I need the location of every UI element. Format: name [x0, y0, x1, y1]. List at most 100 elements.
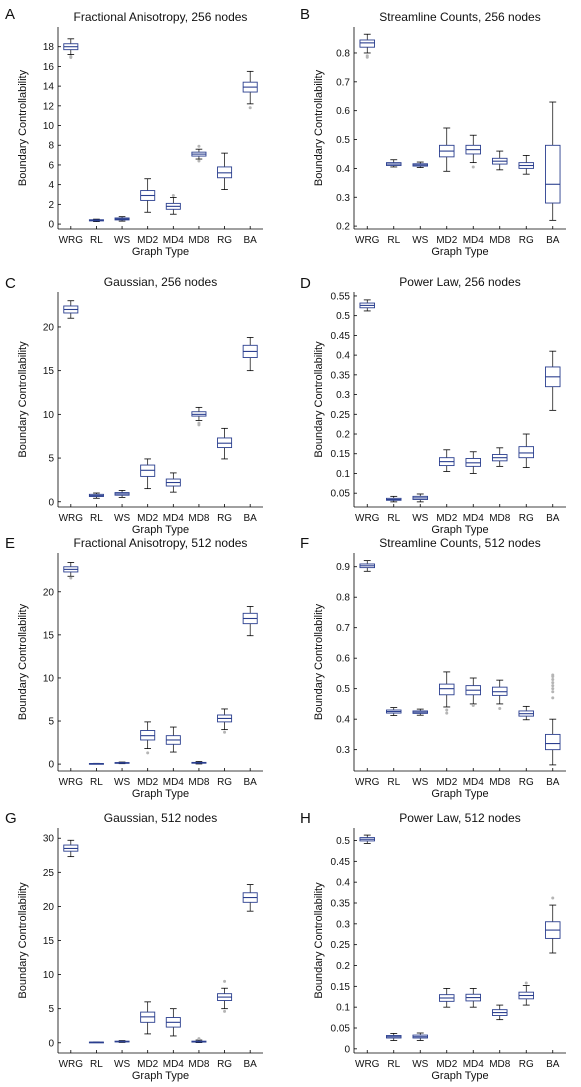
y-tick-label: 0.35: [331, 370, 351, 381]
box-ws: [412, 493, 428, 503]
y-tick-label: 12: [43, 101, 55, 112]
x-axis-label: Graph Type: [132, 1070, 189, 1082]
outlier-point: [365, 54, 369, 58]
y-tick-label: 0.45: [331, 331, 351, 342]
x-tick-label: WS: [114, 235, 130, 246]
x-tick-label: MD4: [463, 1059, 485, 1070]
y-tick-label: 20: [43, 902, 55, 913]
panel-letter: F: [300, 535, 309, 552]
box-md2: [140, 1001, 156, 1035]
box-md4: [165, 193, 181, 215]
x-tick-label: WS: [114, 1059, 130, 1070]
x-tick-label: MD4: [463, 777, 485, 788]
panel-g: G Gaussian, 512 nodes 0 5 10 15 20 25 30 WRG RL WS M…: [5, 810, 263, 1082]
y-tick-label: 0: [48, 1038, 54, 1049]
x-tick-label: MD2: [137, 777, 159, 788]
y-tick-label: 0: [48, 760, 54, 771]
y-tick-label: 14: [43, 82, 55, 93]
box-ba: [242, 337, 258, 372]
outlier-point: [471, 165, 475, 169]
iqr-box: [545, 144, 561, 204]
box-rl: [88, 1041, 104, 1044]
x-tick-label: WRG: [355, 777, 380, 788]
y-tick-label: 0.3: [336, 919, 350, 930]
panel-d: D Power Law, 256 nodes 0.05 0.1 0.15 0.2 0.25 0…: [300, 275, 566, 536]
x-tick-label: BA: [244, 1059, 258, 1070]
y-tick-label: 5: [48, 454, 54, 465]
x-tick-label: BA: [244, 513, 258, 524]
y-axis-label: Boundary Controllability: [17, 69, 29, 186]
y-tick-label: 0.8: [336, 593, 350, 604]
x-tick-label: MD8: [188, 513, 210, 524]
x-tick-label: MD2: [137, 235, 159, 246]
box-md8: [191, 406, 207, 427]
box-rl: [88, 762, 104, 765]
y-tick-label: 0.3: [336, 193, 350, 204]
panel-a: A Fractional Anisotropy, 256 nodes 0 2 4 6 8 10…: [5, 6, 263, 258]
x-tick-label: MD2: [436, 235, 458, 246]
x-axis-label: Graph Type: [132, 524, 189, 536]
y-tick-label: 0.4: [336, 164, 350, 175]
y-tick-label: 0.5: [336, 684, 350, 695]
y-tick-label: 20: [43, 322, 55, 333]
y-tick-label: 0.3: [336, 390, 350, 401]
x-tick-label: RL: [90, 235, 103, 246]
box-rl: [386, 495, 402, 503]
x-tick-label: WRG: [355, 513, 380, 524]
x-axis-label: Graph Type: [132, 246, 189, 258]
iqr-box: [518, 446, 534, 459]
y-tick-label: 0: [48, 497, 54, 508]
outlier-point: [69, 576, 73, 580]
x-axis-label: Graph Type: [431, 1070, 488, 1082]
box-md2: [140, 721, 156, 755]
x-tick-label: RG: [519, 513, 534, 524]
y-axis-label: Boundary Controllability: [313, 882, 325, 999]
y-tick-label: 5: [48, 717, 54, 728]
x-tick-label: MD4: [163, 1059, 185, 1070]
box-md2: [439, 449, 455, 472]
box-ba: [545, 896, 561, 954]
outlier-point: [471, 703, 475, 707]
y-tick-label: 15: [43, 366, 55, 377]
box-rl: [386, 707, 402, 716]
y-tick-label: 0.05: [331, 489, 351, 500]
outlier-point: [445, 708, 449, 712]
outlier-point: [197, 1037, 201, 1041]
x-tick-label: MD2: [436, 1059, 458, 1070]
x-tick-label: WRG: [59, 777, 84, 788]
y-tick-label: 0.7: [336, 77, 350, 88]
box-wrg: [63, 562, 79, 580]
outlier-point: [223, 730, 227, 734]
x-tick-label: RL: [90, 777, 103, 788]
panel-letter: A: [5, 6, 15, 23]
panel-letter: G: [5, 810, 17, 827]
x-axis-label: Graph Type: [431, 788, 488, 800]
x-tick-label: BA: [546, 777, 560, 788]
box-ba: [242, 606, 258, 637]
y-tick-label: 0: [344, 1044, 350, 1055]
box-md8: [492, 447, 508, 467]
box-wrg: [63, 38, 79, 60]
x-tick-label: WS: [412, 1059, 428, 1070]
x-axis-label: Graph Type: [431, 524, 488, 536]
outlier-point: [551, 896, 555, 900]
x-axis-label: Graph Type: [431, 246, 488, 258]
panel-e: E Fractional Anisotropy, 512 nodes 0 5 10 15 2…: [5, 535, 263, 800]
box-md8: [191, 761, 207, 765]
box-wrg: [359, 33, 375, 59]
box-md4: [165, 472, 181, 493]
y-tick-label: 4: [48, 180, 54, 191]
y-tick-label: 0.6: [336, 106, 350, 117]
x-tick-label: RG: [519, 235, 534, 246]
x-tick-label: MD2: [137, 513, 159, 524]
x-tick-label: BA: [546, 235, 560, 246]
y-tick-label: 0.7: [336, 623, 350, 634]
y-tick-label: 16: [43, 62, 55, 73]
outlier-point: [223, 979, 227, 983]
y-tick-label: 10: [43, 970, 55, 981]
chart-title: Power Law, 256 nodes: [399, 275, 520, 289]
y-tick-label: 0.15: [331, 449, 351, 460]
outlier-point: [551, 684, 555, 688]
y-tick-label: 10: [43, 673, 55, 684]
chart-title: Streamline Counts, 512 nodes: [379, 536, 540, 550]
